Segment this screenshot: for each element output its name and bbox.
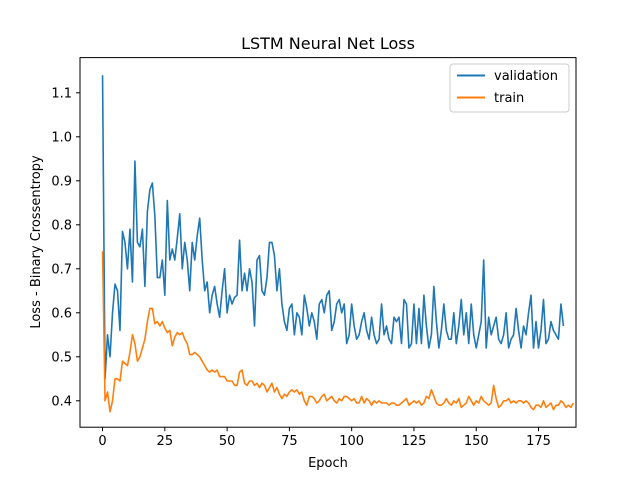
x-tick-label: 100: [339, 434, 364, 449]
x-axis-label: Epoch: [308, 456, 348, 471]
x-axis-ticks: 0 25 50 75 100 125 150 175: [98, 427, 551, 449]
legend: validation train: [449, 63, 570, 113]
y-tick-label: 0.8: [51, 218, 72, 233]
y-tick-label: 0.7: [51, 262, 72, 277]
x-tick-label: 175: [526, 434, 551, 449]
plot-frame: [79, 57, 577, 428]
y-tick-label: 0.6: [51, 306, 72, 321]
x-tick-label: 150: [464, 434, 489, 449]
y-axis-label: Loss - Binary Crossentropy: [29, 155, 44, 329]
chart-title: LSTM Neural Net Loss: [241, 34, 415, 53]
plot-lines: [101, 75, 575, 413]
x-tick-label: 125: [402, 434, 427, 449]
x-tick-label: 75: [281, 434, 298, 449]
y-tick-label: 0.9: [51, 174, 72, 189]
x-tick-label: 25: [157, 434, 174, 449]
y-tick-label: 1.1: [51, 86, 72, 101]
y-axis-ticks: 0.4 0.5 0.6 0.7 0.8 0.9 1.0 1.1: [51, 86, 80, 409]
legend-label-validation: validation: [494, 69, 558, 84]
x-tick-label: 0: [98, 434, 106, 449]
x-tick-label: 50: [219, 434, 236, 449]
y-tick-label: 0.4: [51, 394, 72, 409]
y-tick-label: 1.0: [51, 130, 72, 145]
y-tick-label: 0.5: [51, 350, 72, 365]
legend-label-train: train: [494, 91, 524, 106]
series-line-train: [101, 251, 575, 413]
series-line-validation: [101, 75, 565, 380]
